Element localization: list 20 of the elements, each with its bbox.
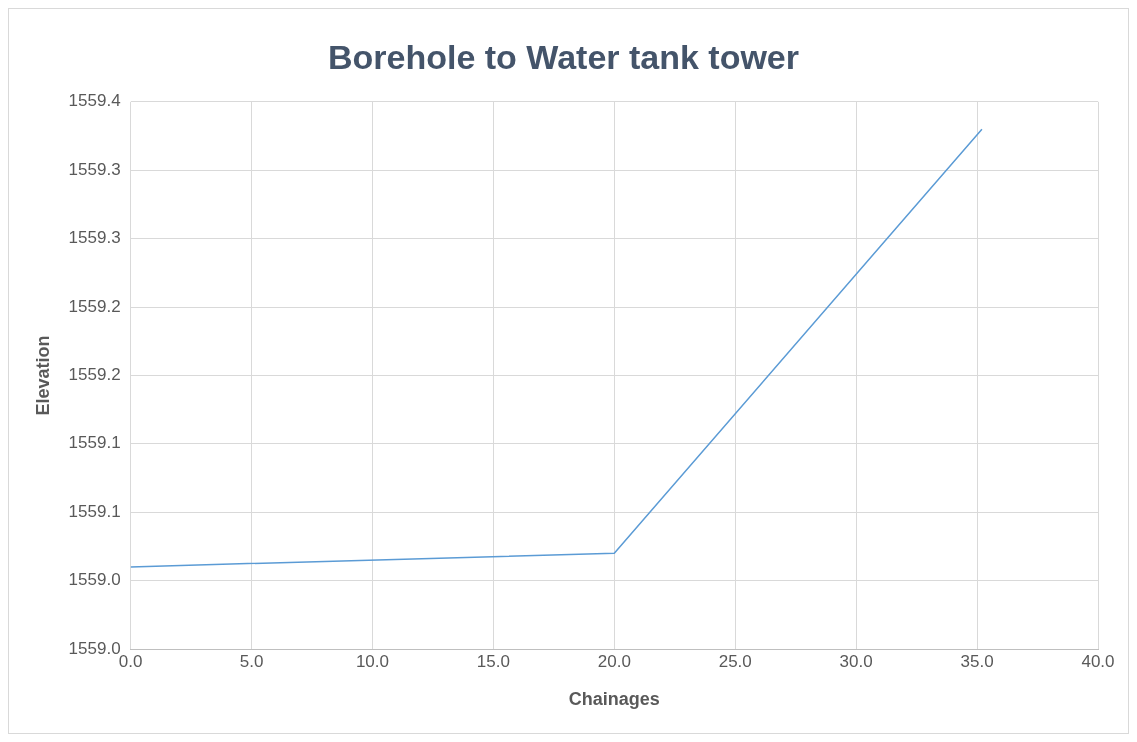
x-tick-label: 40.0: [1081, 651, 1115, 671]
y-tick-label: 1559.1: [68, 433, 121, 453]
y-tick-label: 1559.2: [68, 365, 121, 385]
x-axis-title: Chainages: [568, 689, 660, 710]
y-tick-label: 1559.0: [68, 638, 121, 658]
x-tick-label: 30.0: [839, 651, 873, 671]
x-tick-label: 20.0: [597, 651, 631, 671]
chart-title: Borehole to Water tank tower: [327, 37, 800, 76]
y-tick-label: 1559.3: [68, 228, 121, 248]
y-tick-label: 1559.2: [68, 296, 121, 316]
y-axis-title: Elevation: [32, 335, 53, 416]
y-tick-label: 1559.3: [68, 159, 121, 179]
x-tick-label: 25.0: [718, 651, 752, 671]
y-tick-label: 1559.0: [68, 570, 121, 590]
x-tick-label: 35.0: [960, 651, 994, 671]
y-tick-label: 1559.1: [68, 501, 121, 521]
x-tick-label: 10.0: [355, 651, 389, 671]
x-tick-label: 5.0: [239, 651, 264, 671]
x-tick-label: 15.0: [476, 651, 510, 671]
y-tick-label: 1559.4: [68, 91, 121, 111]
